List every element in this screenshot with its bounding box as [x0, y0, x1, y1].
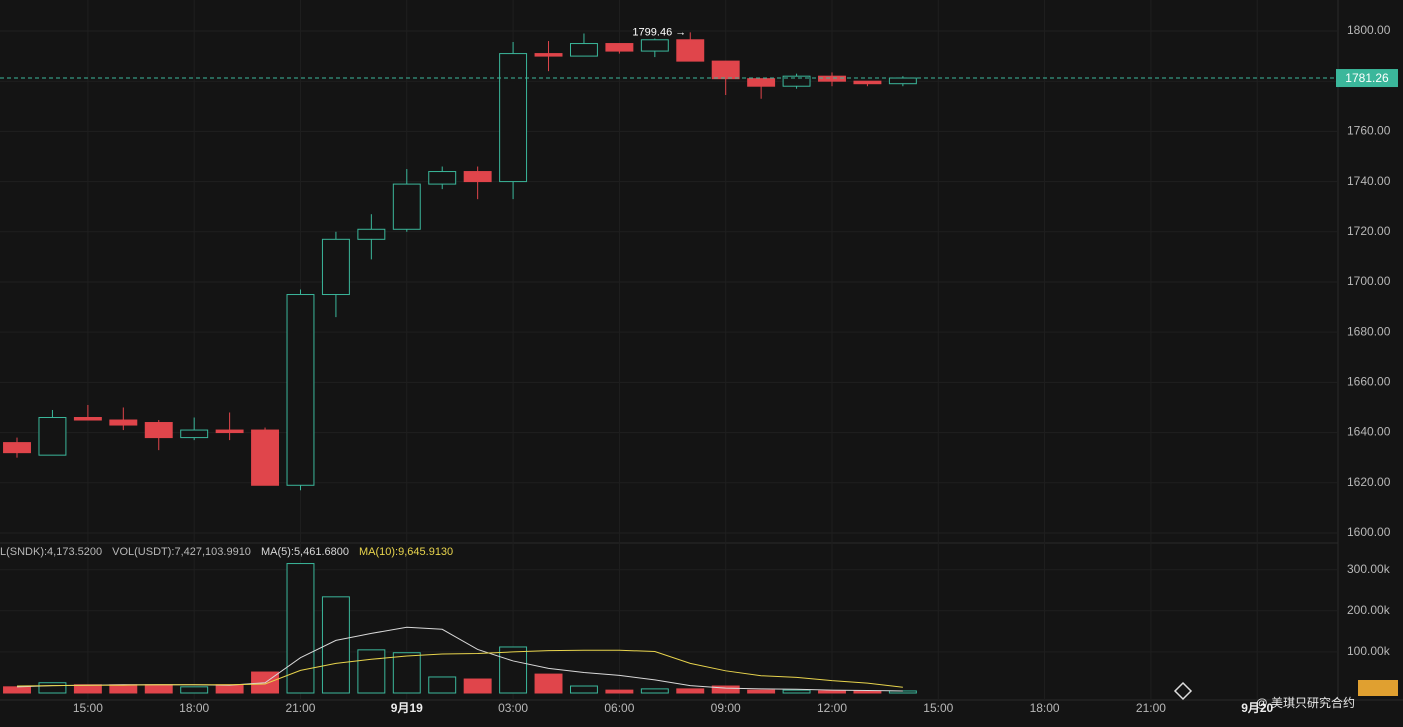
- candle-body: [747, 78, 776, 87]
- watermark: @ 美琪只研究合约: [1255, 695, 1355, 710]
- volume-bar: [144, 684, 173, 694]
- ma-line: [17, 649, 903, 688]
- volume-bar: [357, 649, 386, 694]
- candle-body: [144, 422, 173, 439]
- y-tick-label: 1640.00: [1347, 425, 1391, 439]
- candle-body: [180, 429, 209, 439]
- legend-entry[interactable]: VOL(USDT):7,427,103.9910: [112, 546, 251, 558]
- x-tick-label: 09:00: [711, 701, 741, 715]
- x-tick-label: 15:00: [923, 701, 953, 715]
- candle-body: [321, 238, 350, 296]
- corner-badge: [1358, 680, 1398, 696]
- x-tick-label: 21:00: [1136, 701, 1166, 715]
- candle-body: [569, 43, 598, 57]
- candle-body: [711, 60, 740, 80]
- volume-bar: [499, 646, 528, 694]
- candle-body: [38, 417, 67, 456]
- candle-body: [499, 53, 528, 183]
- y-tick-label: 300.00k: [1347, 562, 1391, 576]
- candle-body: [251, 429, 280, 486]
- volume-bar: [782, 689, 811, 694]
- volume-bar: [676, 688, 705, 694]
- y-tick-label: 1720.00: [1347, 224, 1391, 238]
- x-tick-label: 18:00: [1030, 701, 1060, 715]
- candle-body: [215, 429, 244, 434]
- volume-bar: [392, 652, 421, 694]
- y-tick-label: 1740.00: [1347, 174, 1391, 188]
- volume-bar: [534, 673, 563, 694]
- x-tick-label: 9月19: [391, 701, 423, 715]
- volume-bar: [853, 690, 882, 694]
- candle-body: [357, 228, 386, 240]
- candle-body: [428, 171, 457, 185]
- candle-body: [392, 183, 421, 230]
- volume-bar: [640, 688, 669, 694]
- last-price-label: 1781.26: [1345, 71, 1389, 85]
- y-tick-label: 1700.00: [1347, 274, 1391, 288]
- candle-body: [888, 77, 917, 85]
- candle-body: [463, 171, 492, 183]
- x-tick-label: 06:00: [604, 701, 634, 715]
- candle-body: [853, 80, 882, 85]
- candle-body: [286, 294, 315, 486]
- volume-bar: [605, 689, 634, 694]
- legend-entry[interactable]: MA(10):9,645.9130: [359, 546, 453, 558]
- volume-bar: [180, 686, 209, 694]
- x-tick-label: 18:00: [179, 701, 209, 715]
- legend-entry[interactable]: MA(5):5,461.6800: [261, 546, 349, 558]
- y-tick-label: 1660.00: [1347, 375, 1391, 389]
- candle-body: [676, 39, 705, 62]
- candle-body: [605, 43, 634, 52]
- x-tick-label: 9月20: [1241, 701, 1273, 715]
- volume-bar: [569, 685, 598, 694]
- y-tick-label: 100.00k: [1347, 644, 1391, 658]
- candle-body: [73, 417, 102, 421]
- y-tick-label: 1620.00: [1347, 475, 1391, 489]
- volume-bar: [747, 689, 776, 694]
- grid: [0, 0, 1338, 700]
- x-tick-label: 03:00: [498, 701, 528, 715]
- candle-body: [3, 442, 31, 454]
- candle-body: [109, 419, 138, 426]
- x-tick-label: 21:00: [285, 701, 315, 715]
- y-tick-label: 1600.00: [1347, 525, 1391, 539]
- candle-body: [782, 75, 811, 87]
- x-tick-label: 12:00: [817, 701, 847, 715]
- volume-bar: [3, 686, 31, 694]
- volume-bar: [73, 684, 102, 694]
- volume-bar: [109, 684, 138, 694]
- volume-bar: [38, 682, 67, 694]
- volume-bar: [215, 684, 244, 694]
- candle-body: [640, 39, 669, 52]
- y-tick-label: 1800.00: [1347, 23, 1391, 37]
- watermark-logo: [1173, 681, 1193, 701]
- last-price-box: [1336, 69, 1398, 88]
- volume-bar: [711, 685, 740, 694]
- legend-entry[interactable]: L(SNDK):4,173.5200: [0, 546, 102, 558]
- y-tick-label: 1680.00: [1347, 324, 1391, 338]
- x-tick-label: 15:00: [73, 701, 103, 715]
- volume-bar: [428, 676, 457, 694]
- candle-body: [818, 75, 846, 82]
- candle-body: [534, 53, 563, 57]
- volume-bar: [286, 563, 315, 694]
- volume-bar: [818, 690, 846, 694]
- y-tick-label: 200.00k: [1347, 603, 1391, 617]
- y-tick-label: 1760.00: [1347, 124, 1391, 138]
- volume-bar: [463, 678, 492, 694]
- high-annotation: 1799.46 →: [632, 26, 686, 38]
